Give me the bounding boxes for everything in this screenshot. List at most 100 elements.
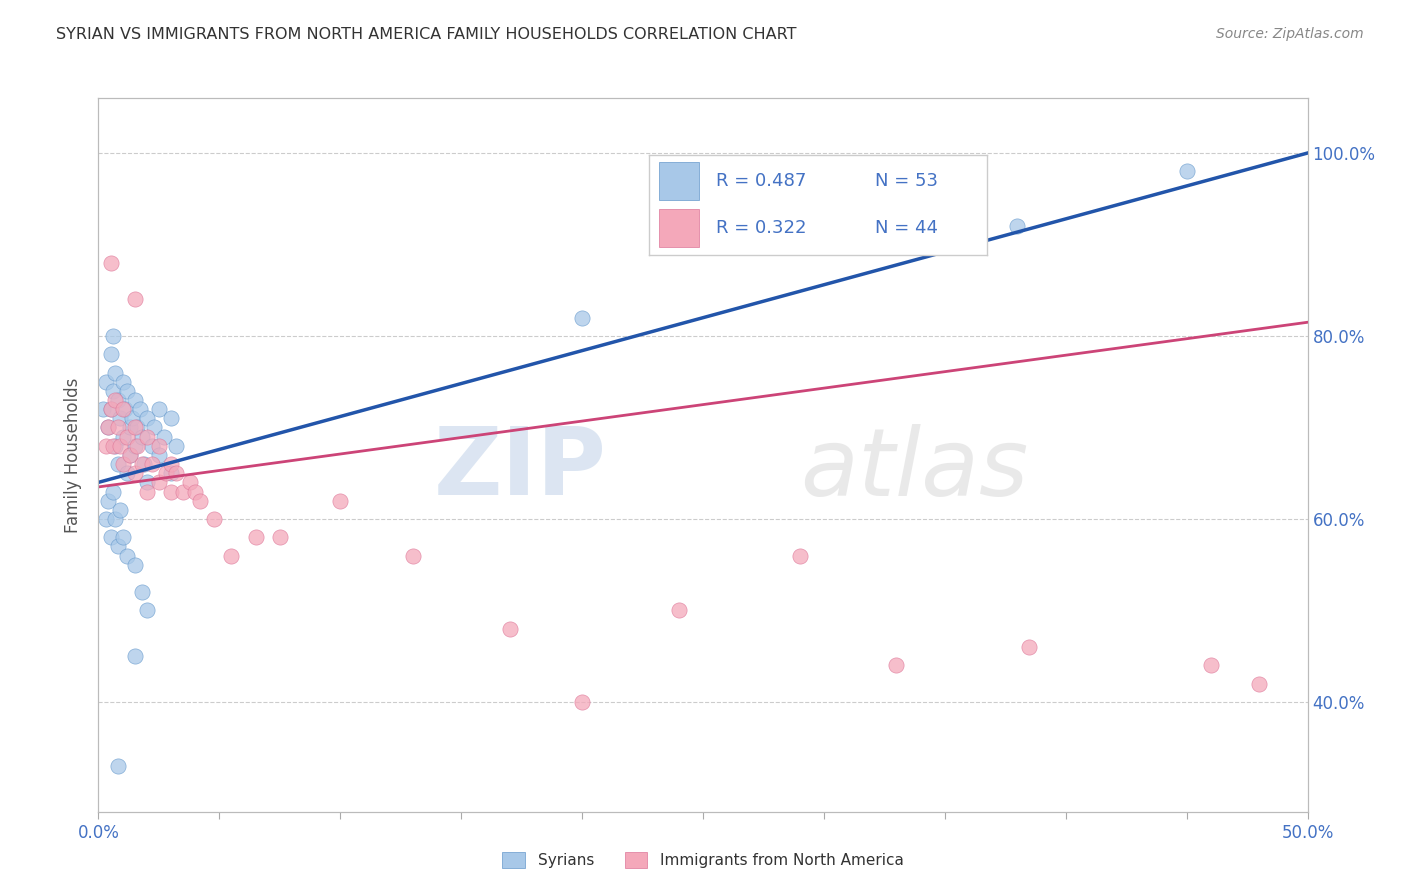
Immigrants from North America	[184, 484, 207, 499]
Syrians	[135, 475, 157, 490]
Immigrants from North America	[124, 293, 146, 307]
Syrians	[134, 457, 156, 471]
Syrians	[148, 448, 170, 462]
Syrians	[128, 402, 150, 417]
Syrians	[111, 375, 134, 389]
FancyBboxPatch shape	[659, 209, 699, 247]
Immigrants from North America	[188, 493, 211, 508]
Syrians	[124, 439, 146, 453]
Immigrants from North America	[155, 467, 177, 481]
Immigrants from North America	[160, 457, 183, 471]
Syrians	[100, 347, 122, 361]
Syrians	[107, 392, 129, 407]
Syrians	[131, 429, 153, 443]
Syrians	[148, 402, 170, 417]
Immigrants from North America	[104, 392, 127, 407]
Syrians	[124, 392, 146, 407]
Immigrants from North America	[135, 484, 157, 499]
FancyBboxPatch shape	[659, 162, 699, 200]
Immigrants from North America	[111, 457, 134, 471]
Immigrants from North America	[100, 402, 122, 417]
Syrians	[127, 420, 149, 434]
Legend: Syrians, Immigrants from North America: Syrians, Immigrants from North America	[502, 853, 904, 868]
Y-axis label: Family Households: Family Households	[65, 377, 83, 533]
Immigrants from North America	[1199, 658, 1222, 673]
Text: ZIP: ZIP	[433, 423, 606, 516]
Syrians	[135, 411, 157, 425]
Immigrants from North America	[101, 439, 124, 453]
Text: N = 53: N = 53	[876, 172, 938, 190]
Syrians	[101, 329, 124, 343]
Syrians	[118, 420, 141, 434]
Immigrants from North America	[97, 420, 120, 434]
Syrians	[141, 439, 163, 453]
Immigrants from North America	[160, 484, 183, 499]
Syrians	[111, 429, 134, 443]
Immigrants from North America	[1018, 640, 1040, 654]
Immigrants from North America	[148, 439, 170, 453]
Text: N = 44: N = 44	[876, 219, 938, 237]
Immigrants from North America	[204, 512, 226, 526]
Immigrants from North America	[117, 429, 139, 443]
Syrians	[91, 402, 114, 417]
Immigrants from North America	[179, 475, 201, 490]
Immigrants from North America	[141, 457, 163, 471]
Immigrants from North America	[245, 530, 267, 544]
Syrians	[114, 402, 136, 417]
Text: SYRIAN VS IMMIGRANTS FROM NORTH AMERICA FAMILY HOUSEHOLDS CORRELATION CHART: SYRIAN VS IMMIGRANTS FROM NORTH AMERICA …	[56, 27, 797, 42]
Immigrants from North America	[135, 429, 157, 443]
Immigrants from North America	[127, 439, 149, 453]
Syrians	[100, 402, 122, 417]
Syrians	[1175, 164, 1198, 178]
Immigrants from North America	[789, 549, 811, 563]
Immigrants from North America	[402, 549, 425, 563]
Immigrants from North America	[108, 439, 131, 453]
Syrians	[94, 375, 117, 389]
Syrians	[108, 503, 131, 517]
Syrians	[104, 512, 127, 526]
Immigrants from North America	[329, 493, 352, 508]
Syrians	[131, 585, 153, 599]
Text: Source: ZipAtlas.com: Source: ZipAtlas.com	[1216, 27, 1364, 41]
Syrians	[117, 467, 139, 481]
Syrians	[107, 457, 129, 471]
Text: R = 0.487: R = 0.487	[716, 172, 807, 190]
Immigrants from North America	[165, 467, 187, 481]
Immigrants from North America	[124, 467, 146, 481]
Immigrants from North America	[498, 622, 520, 636]
Syrians	[124, 649, 146, 664]
Immigrants from North America	[571, 695, 593, 709]
Syrians	[165, 439, 187, 453]
Immigrants from North America	[124, 420, 146, 434]
Syrians	[97, 420, 120, 434]
Syrians	[107, 759, 129, 773]
Syrians	[100, 530, 122, 544]
Syrians	[117, 549, 139, 563]
Immigrants from North America	[221, 549, 243, 563]
Syrians	[97, 493, 120, 508]
Immigrants from North America	[111, 402, 134, 417]
Syrians	[111, 530, 134, 544]
Immigrants from North America	[94, 439, 117, 453]
Syrians	[101, 484, 124, 499]
Syrians	[571, 310, 593, 325]
Text: R = 0.322: R = 0.322	[716, 219, 807, 237]
Immigrants from North America	[668, 603, 690, 617]
Text: atlas: atlas	[800, 424, 1028, 515]
Syrians	[160, 411, 183, 425]
Syrians	[121, 411, 143, 425]
Syrians	[94, 512, 117, 526]
Syrians	[104, 366, 127, 380]
Immigrants from North America	[1249, 676, 1271, 690]
Syrians	[117, 384, 139, 398]
Syrians	[143, 420, 166, 434]
Syrians	[1007, 219, 1029, 234]
Syrians	[152, 429, 174, 443]
Immigrants from North America	[131, 457, 153, 471]
Syrians	[108, 411, 131, 425]
Syrians	[104, 439, 127, 453]
Syrians	[101, 384, 124, 398]
Immigrants from North America	[269, 530, 291, 544]
Syrians	[160, 467, 183, 481]
Immigrants from North America	[172, 484, 194, 499]
